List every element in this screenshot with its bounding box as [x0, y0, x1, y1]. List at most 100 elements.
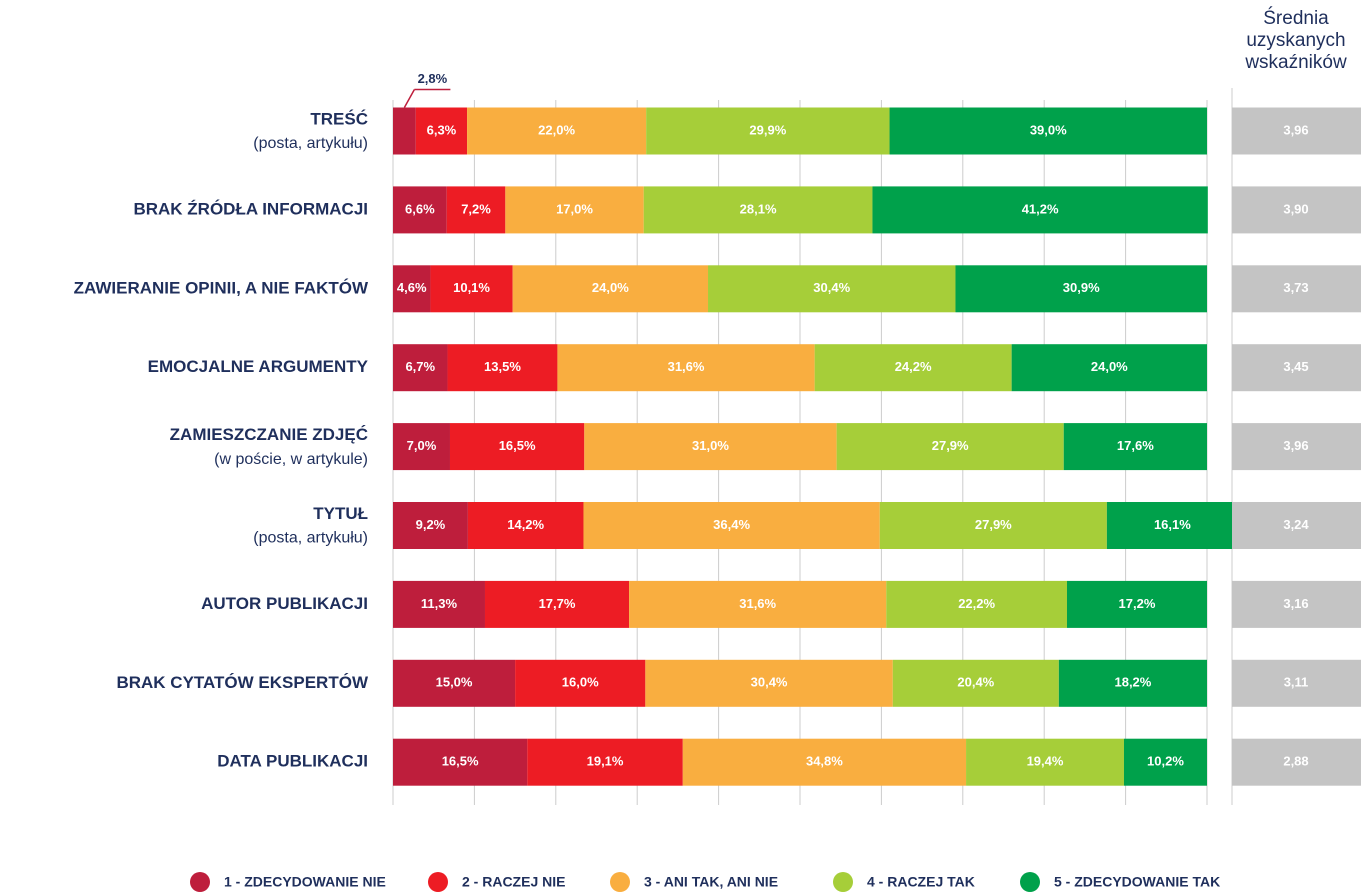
value-label: 9,2% — [416, 517, 446, 532]
bar-segment — [557, 344, 815, 392]
average-box — [1232, 344, 1361, 392]
value-label: 31,0% — [692, 438, 729, 453]
value-label: 6,7% — [405, 359, 435, 374]
bar-segment — [393, 265, 431, 313]
bar-segment — [892, 659, 1059, 707]
bar-segment — [393, 502, 468, 549]
value-label: 11,3% — [421, 596, 458, 611]
average-box — [1232, 580, 1361, 628]
bar-segment — [415, 107, 468, 155]
bar-segment — [446, 186, 506, 234]
value-label: 4,6% — [397, 280, 427, 295]
average-label: 3,11 — [1284, 675, 1309, 690]
value-label: 24,0% — [1091, 359, 1128, 374]
value-label: 7,2% — [461, 201, 491, 216]
bar-segment — [1123, 738, 1207, 786]
bar-segment — [955, 265, 1207, 313]
average-box — [1232, 265, 1361, 313]
value-label: 30,4% — [813, 280, 850, 295]
legend-label: 1 - ZDECYDOWANIE NIE — [224, 874, 386, 890]
value-label: 22,2% — [958, 596, 995, 611]
bar-segment — [836, 423, 1064, 471]
legend-label: 3 - ANI TAK, ANI NIE — [644, 874, 778, 890]
value-label: 24,2% — [895, 359, 932, 374]
average-label: 3,45 — [1283, 359, 1308, 374]
average-label: 3,96 — [1283, 438, 1308, 453]
value-label: 30,9% — [1063, 280, 1100, 295]
category-subtitle: (w poście, w artykule) — [214, 451, 368, 468]
bar-segment — [708, 265, 956, 313]
category-subtitle: (posta, artykułu) — [253, 530, 368, 547]
value-label: 29,9% — [749, 122, 786, 137]
legend-swatch — [833, 872, 853, 892]
bar-segment — [393, 738, 528, 786]
value-label: 6,3% — [427, 122, 457, 137]
legend-label: 5 - ZDECYDOWANIE TAK — [1054, 874, 1220, 890]
bar-segment — [814, 344, 1012, 392]
bar-segment — [889, 107, 1207, 155]
value-label: 7,0% — [407, 438, 437, 453]
value-label: 10,2% — [1147, 754, 1184, 769]
legend-swatch — [610, 872, 630, 892]
category-label: ZAWIERANIE OPINII, A NIE FAKTÓW — [74, 278, 369, 297]
average-title: Średnia uzyskanych wskaźników — [1245, 8, 1347, 73]
average-label: 3,16 — [1283, 596, 1308, 611]
bar-segment — [584, 423, 837, 471]
bar-segment — [393, 186, 447, 234]
bar-segment — [682, 738, 967, 786]
category-label: TYTUŁ — [313, 504, 368, 523]
value-label: 13,5% — [484, 359, 521, 374]
value-label: 16,5% — [442, 754, 479, 769]
value-label: 20,4% — [957, 675, 994, 690]
value-label: 36,4% — [713, 517, 750, 532]
value-label: 39,0% — [1030, 122, 1067, 137]
value-label: 17,0% — [556, 201, 593, 216]
value-label: 24,0% — [592, 280, 629, 295]
legend-label: 4 - RACZEJ TAK — [867, 874, 975, 890]
category-label: DATA PUBLIKACJI — [217, 752, 368, 771]
bar-segment — [447, 344, 558, 392]
value-label: 31,6% — [739, 596, 776, 611]
value-label: 27,9% — [975, 517, 1012, 532]
value-label: 34,8% — [806, 754, 843, 769]
value-label: 17,2% — [1119, 596, 1156, 611]
bar-segment — [484, 580, 630, 628]
category-label: ZAMIESZCZANIE ZDJĘĆ — [170, 425, 368, 444]
average-box — [1232, 659, 1361, 707]
value-label: 41,2% — [1022, 201, 1059, 216]
bar-segment — [1106, 502, 1238, 549]
bar-segment — [467, 107, 647, 155]
bar-segment — [527, 738, 683, 786]
category-label: EMOCJALNE ARGUMENTY — [148, 357, 369, 376]
value-label: 14,2% — [507, 517, 544, 532]
value-label: 16,0% — [562, 675, 599, 690]
value-label: 19,4% — [1027, 754, 1064, 769]
value-label: 17,6% — [1117, 438, 1154, 453]
bar-segment — [629, 580, 887, 628]
bar-segment — [512, 265, 709, 313]
category-subtitle: (posta, artykułu) — [253, 135, 368, 152]
bar-segment — [643, 186, 873, 234]
bar-segment — [393, 659, 516, 707]
average-label: 2,88 — [1283, 754, 1308, 769]
bar-segment — [393, 107, 416, 155]
legend-swatch — [1020, 872, 1040, 892]
category-label: BRAK CYTATÓW EKSPERTÓW — [116, 673, 368, 692]
value-label: 16,5% — [499, 438, 536, 453]
value-label: 2,8% — [418, 71, 448, 86]
legend-label: 2 - RACZEJ NIE — [462, 874, 565, 890]
value-label: 17,7% — [539, 596, 576, 611]
value-label: 16,1% — [1154, 517, 1191, 532]
bar-segment — [1058, 659, 1207, 707]
category-label: BRAK ŹRÓDŁA INFORMACJI — [133, 199, 368, 218]
value-label: 30,4% — [751, 675, 788, 690]
bar-segment — [393, 344, 448, 392]
average-box — [1232, 107, 1361, 155]
average-label: 3,90 — [1283, 201, 1308, 216]
average-box — [1232, 186, 1361, 234]
bar-segment — [449, 423, 585, 471]
value-label: 10,1% — [453, 280, 490, 295]
average-label: 3,73 — [1283, 280, 1308, 295]
value-label: 28,1% — [740, 201, 777, 216]
